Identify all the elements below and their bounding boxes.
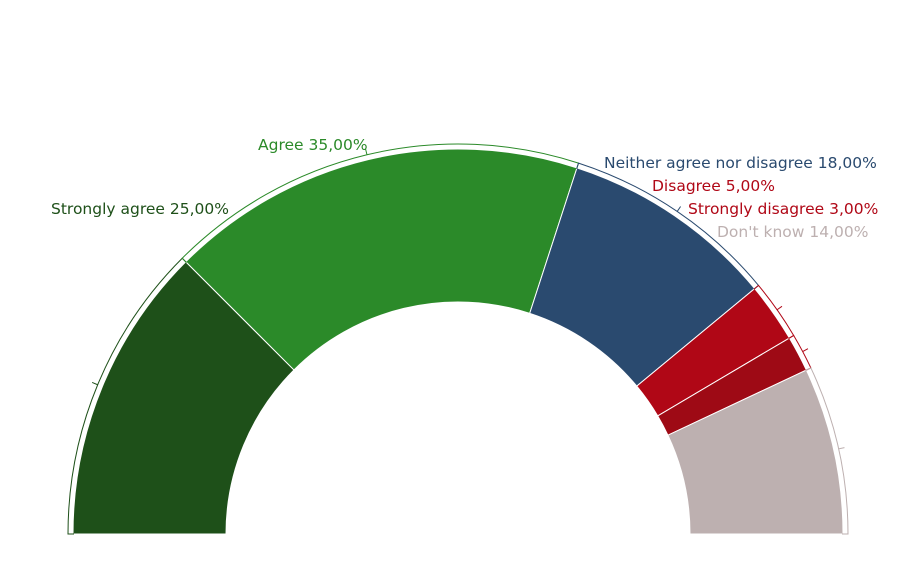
leader-line-agree <box>181 143 580 263</box>
leader-line-don-t-know <box>805 367 849 535</box>
data-label-disagree: Disagree 5,00% <box>652 177 775 195</box>
data-label-neither: Neither agree nor disagree 18,00% <box>604 154 877 172</box>
data-label-dont-know: Don't know 14,00% <box>717 223 869 241</box>
data-label-agree: Agree 35,00% <box>258 136 368 154</box>
data-label-strongly-disagree: Strongly disagree 3,00% <box>688 200 878 218</box>
leader-line-neither-agree-nor-disagree <box>576 162 760 290</box>
leader-line-strongly-agree <box>67 257 187 535</box>
leader-lines-group <box>67 143 849 535</box>
data-label-strongly-agree: Strongly agree 25,00% <box>51 200 229 218</box>
slice-agree <box>185 148 578 371</box>
labels-group: Strongly agree 25,00% Agree 35,00% Neith… <box>51 136 878 241</box>
